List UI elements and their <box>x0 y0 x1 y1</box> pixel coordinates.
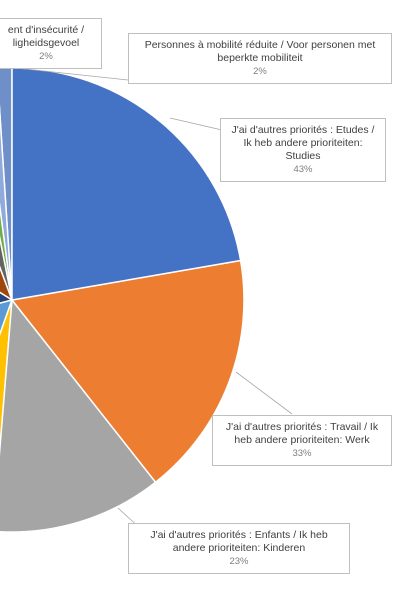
pie-slice <box>0 235 13 301</box>
label-category: J'ai d'autres priorités : Etudes / Ik he… <box>231 124 375 162</box>
label-value: 2% <box>39 51 53 62</box>
label-value: 43% <box>293 164 313 175</box>
pie-slice <box>11 67 242 301</box>
data-label: J'ai d'autres priorités : Etudes / Ik he… <box>220 118 386 182</box>
leader-line <box>169 117 223 131</box>
data-label: J'ai d'autres priorités : Enfants / Ik h… <box>128 523 350 574</box>
label-category: Personnes à mobilité réduite / Voor pers… <box>144 39 376 64</box>
label-value: 33% <box>292 448 312 459</box>
leader-lines <box>15 67 293 531</box>
label-value: 2% <box>253 66 267 77</box>
pie-slice <box>0 298 157 533</box>
data-label: ent d'insécurité / ligheidsgevoel 2% <box>0 18 102 69</box>
pie-slice <box>0 104 13 301</box>
pie-slice <box>0 265 14 302</box>
pie-slice <box>0 202 13 301</box>
pie-slice <box>10 259 245 484</box>
label-value: 23% <box>229 556 249 567</box>
label-category: J'ai d'autres priorités : Travail / Ik h… <box>225 421 379 446</box>
leader-line <box>235 371 293 415</box>
label-category: ent d'insécurité / ligheidsgevoel <box>7 24 85 49</box>
data-label: J'ai d'autres priorités : Travail / Ik h… <box>212 415 392 466</box>
data-label: Personnes à mobilité réduite / Voor pers… <box>128 33 392 84</box>
leader-line <box>15 67 129 81</box>
label-category: J'ai d'autres priorités : Enfants / Ik h… <box>150 529 328 554</box>
